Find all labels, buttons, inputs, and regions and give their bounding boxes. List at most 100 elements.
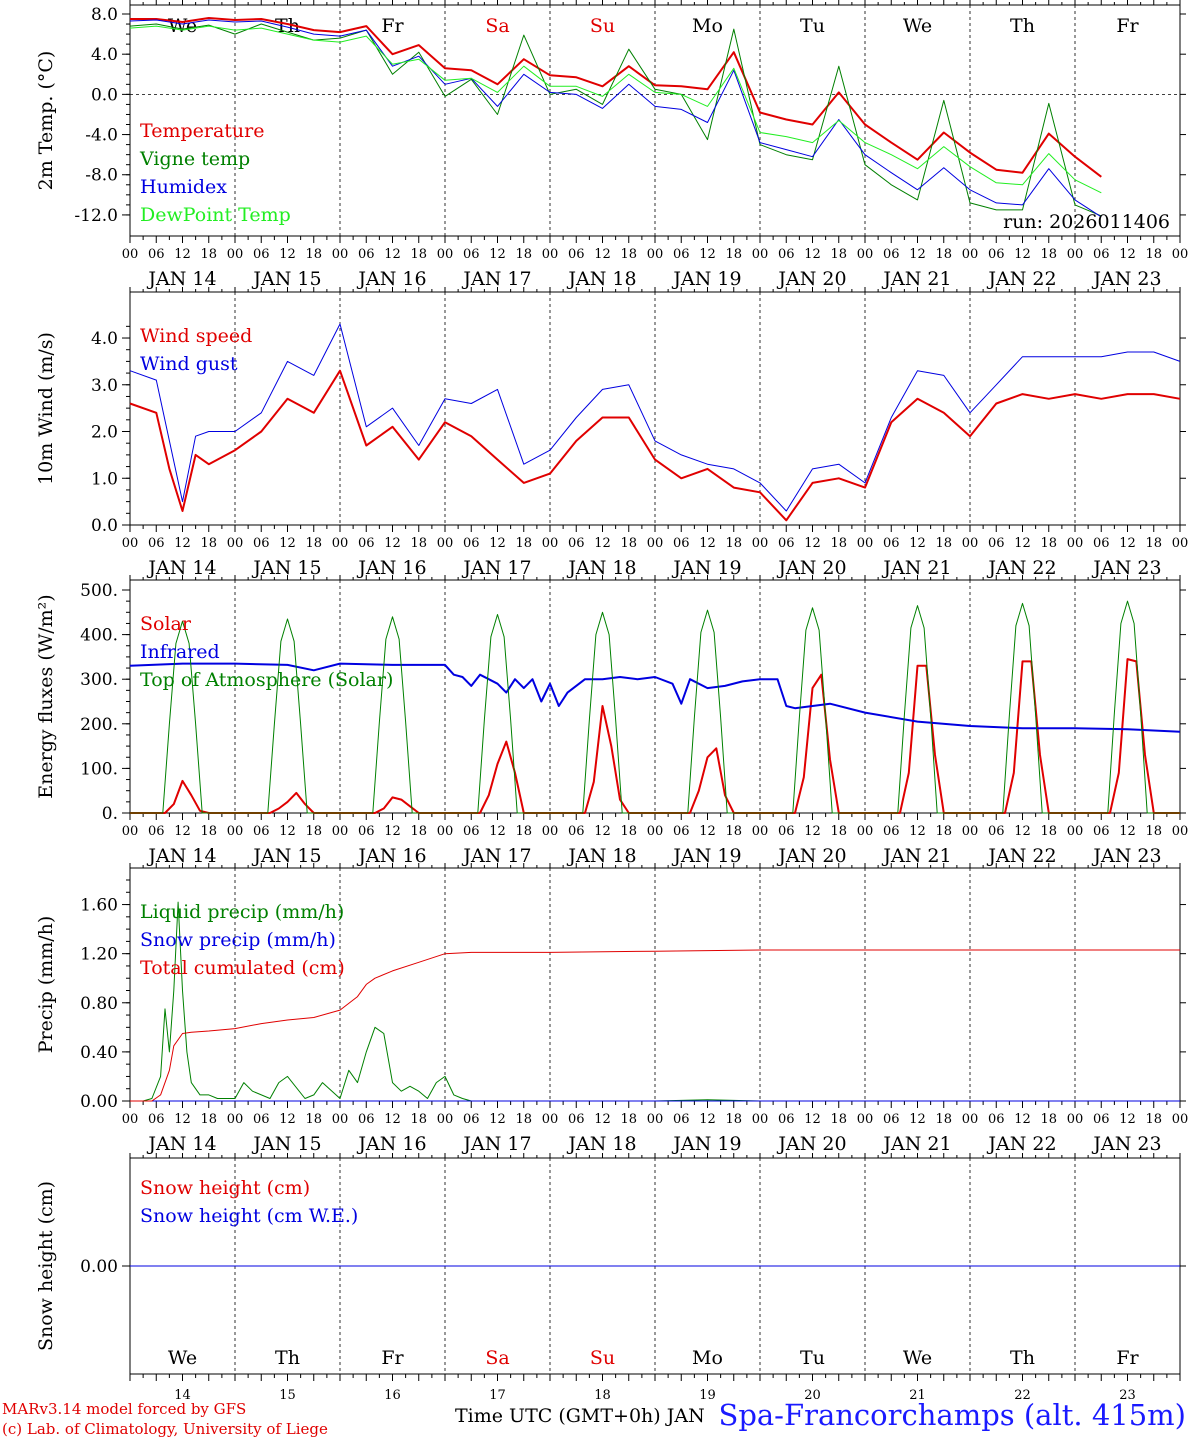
x-hour-label: 18 [1145, 1112, 1162, 1127]
x-hour-label: 12 [279, 824, 296, 839]
x-hour-label: 06 [988, 247, 1005, 262]
weekday-label: Mo [692, 15, 723, 37]
x-hour-label: 12 [384, 1112, 401, 1127]
x-hour-label: 06 [253, 1112, 270, 1127]
x-day-label: JAN 14 [146, 268, 216, 290]
x-hour-label: 06 [988, 1112, 1005, 1127]
x-day-label: JAN 15 [251, 268, 321, 290]
x-day-label: JAN 16 [356, 268, 426, 290]
legend-entry: DewPoint Temp [140, 204, 291, 226]
x-hour-label: 00 [647, 1112, 664, 1127]
weekday-label: We [903, 1347, 932, 1369]
lab-credit: (c) Lab. of Climatology, University of L… [2, 1420, 328, 1438]
x-hour-label: 06 [148, 1112, 165, 1127]
y-tick-label: 0.00 [80, 1257, 118, 1277]
x-hour-label: 18 [620, 536, 637, 551]
x-hour-label: 06 [253, 824, 270, 839]
legend-entry: Infrared [140, 641, 220, 663]
x-hour-label: 12 [174, 536, 191, 551]
x-day-label: JAN 16 [356, 1133, 426, 1155]
y-tick-label: 3.0 [91, 376, 118, 396]
x-day-label: JAN 17 [461, 1133, 531, 1155]
y-tick-label: 300. [80, 670, 118, 690]
x-hour-label: 12 [489, 536, 506, 551]
x-hour-label: 18 [1040, 1112, 1057, 1127]
x-hour-label: 18 [200, 1112, 217, 1127]
y-axis-label: 10m Wind (m/s) [35, 332, 57, 485]
x-hour-label: 12 [699, 1112, 716, 1127]
x-daynum-label: 20 [804, 1388, 821, 1403]
x-hour-label: 00 [437, 536, 454, 551]
x-hour-label: 18 [725, 1112, 742, 1127]
x-hour-label: 12 [909, 247, 926, 262]
x-hour-label: 06 [883, 824, 900, 839]
x-hour-label: 18 [410, 1112, 427, 1127]
x-day-label: JAN 20 [776, 845, 846, 867]
x-hour-label: 06 [673, 536, 690, 551]
y-axis-label: 2m Temp. (°C) [35, 51, 57, 191]
x-hour-label: 06 [778, 824, 795, 839]
weekday-label: Sa [485, 15, 509, 37]
x-day-label: JAN 17 [461, 268, 531, 290]
x-hour-label: 00 [437, 824, 454, 839]
x-hour-label: 18 [305, 1112, 322, 1127]
x-day-label: JAN 17 [461, 557, 531, 579]
x-hour-label: 12 [594, 247, 611, 262]
x-hour-label: 06 [148, 247, 165, 262]
panel-temperature: 8.0 4.0 0.0 -4.0 -8.0 -12.0 2m Temp. (°C) 00 06 1… [35, 0, 1188, 290]
x-hour-label: 00 [122, 247, 139, 262]
x-day-label: JAN 19 [671, 268, 741, 290]
x-hour-label: 06 [568, 536, 585, 551]
x-day-label: JAN 23 [1091, 268, 1161, 290]
x-hour-label: 00 [227, 824, 244, 839]
x-day-label: JAN 22 [986, 1133, 1056, 1155]
x-hour-label: 00 [962, 824, 979, 839]
x-hour-label: 12 [1014, 1112, 1031, 1127]
station-title: Spa-Francorchamps (alt. 415m) [718, 1398, 1186, 1432]
x-day-label: JAN 23 [1091, 845, 1161, 867]
weekday-label: Th [1010, 1347, 1035, 1369]
x-hour-label: 00 [332, 536, 349, 551]
x-hour-label: 00 [1067, 247, 1084, 262]
x-hour-label: 18 [200, 247, 217, 262]
x-hour-label: 06 [988, 536, 1005, 551]
x-hour-label: 12 [384, 824, 401, 839]
x-hour-label: 12 [489, 247, 506, 262]
x-hour-label: 06 [463, 247, 480, 262]
x-hour-label: 18 [830, 247, 847, 262]
y-tick-label: 0.80 [80, 994, 118, 1014]
y-tick-label: 0. [102, 804, 118, 824]
x-hour-label: 12 [594, 536, 611, 551]
x-day-label: JAN 20 [776, 268, 846, 290]
x-day-label: JAN 23 [1091, 1133, 1161, 1155]
weekday-label: Th [275, 1347, 300, 1369]
series-line-top-of-atmosphere-solar [130, 600, 1180, 814]
series-line-vigne-temp [129, 23, 1102, 217]
x-hour-label: 06 [673, 824, 690, 839]
x-hour-label: 12 [909, 536, 926, 551]
x-hour-label: 06 [1093, 536, 1110, 551]
weekday-label: We [903, 15, 932, 37]
x-hour-label: 00 [752, 824, 769, 839]
x-hour-label: 12 [909, 824, 926, 839]
x-hour-label: 12 [174, 247, 191, 262]
x-hour-label: 00 [122, 824, 139, 839]
x-hour-label: 12 [804, 824, 821, 839]
panel-wind: 4.0 3.0 2.0 1.0 0.0 10m Wind (m/s) 00 06 12 18 00 0… [35, 287, 1188, 579]
run-label: run: 2026011406 [1003, 211, 1170, 233]
x-hour-label: 18 [830, 536, 847, 551]
y-tick-label: 1.0 [91, 469, 118, 489]
x-hour-label: 18 [725, 536, 742, 551]
x-day-label: JAN 14 [146, 1133, 216, 1155]
x-hour-label: 00 [437, 247, 454, 262]
x-hour-label: 00 [1172, 824, 1189, 839]
x-hour-label: 18 [305, 824, 322, 839]
x-day-label: JAN 19 [671, 557, 741, 579]
x-day-label: JAN 21 [881, 845, 951, 867]
y-tick-label: 0.00 [80, 1092, 118, 1112]
x-hour-label: 00 [752, 1112, 769, 1127]
x-hour-label: 06 [1093, 824, 1110, 839]
x-hour-label: 06 [358, 1112, 375, 1127]
panel-precip: 1.60 1.20 0.80 0.40 0.00 Precip (mm/h) 00 06 12 1… [35, 863, 1188, 1155]
x-hour-label: 06 [883, 1112, 900, 1127]
